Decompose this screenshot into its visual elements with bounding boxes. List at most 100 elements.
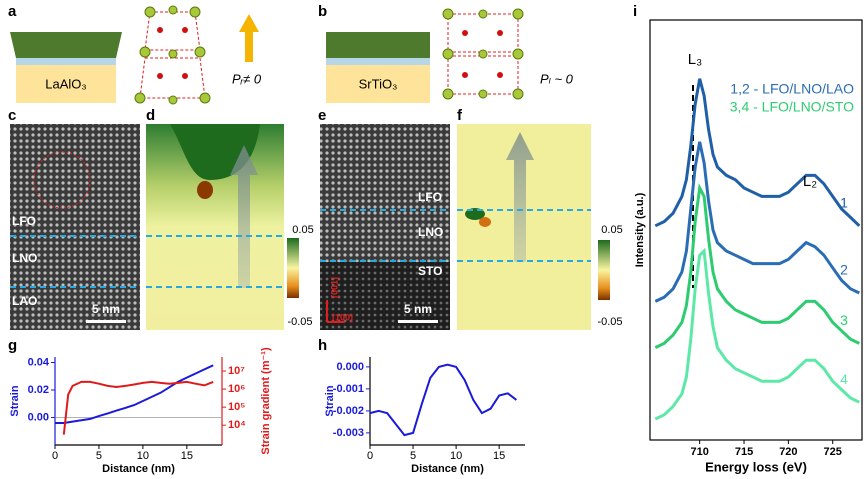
panel-label: f — [457, 107, 463, 124]
interlayer — [326, 58, 430, 65]
y-axis-label: Strain — [324, 385, 336, 416]
substrate — [326, 65, 430, 103]
atoms — [442, 8, 524, 100]
x-tick-label: 10 — [450, 450, 462, 462]
layer-label: STO — [418, 264, 442, 278]
substrate — [16, 65, 116, 103]
data-line — [654, 78, 861, 228]
schematic-a: LaAlO₃ Pᵣ≠ 0 — [10, 5, 262, 105]
x-tick-label: 15 — [493, 450, 505, 462]
x-axis-label: Distance (nm) — [102, 463, 175, 475]
schematic-b: SrTiO₃ Pₗ ~ 0 — [326, 8, 574, 103]
layer-label: LNO — [418, 225, 443, 239]
panel-label: e — [318, 107, 326, 124]
series-label: 2 — [840, 262, 848, 278]
y-tick-label: 0.00 — [28, 411, 49, 423]
substrate-label: LaAlO₃ — [45, 76, 86, 91]
y-tick-label: -0.003 — [333, 427, 364, 439]
stem-image-e: LFO LNO STO 5 nm [001] [100] — [320, 124, 450, 330]
y2-axis-label: Strain gradient (m⁻¹) — [260, 347, 272, 455]
panel-label: i — [633, 3, 637, 20]
polarization-arrow — [239, 14, 259, 62]
y-axis-label: Strain — [9, 385, 21, 416]
x-tick-label: 5 — [96, 450, 102, 462]
x-tick-label: 715 — [735, 446, 753, 458]
direction-label: [100] — [332, 312, 353, 322]
panel-labels: a b c d e f g h i — [8, 3, 637, 354]
data-line — [654, 183, 860, 349]
polarization-label: Pᵣ≠ 0 — [232, 71, 262, 86]
direction-arrows — [326, 300, 345, 323]
y2-tick-label: 10⁷ — [228, 365, 245, 377]
interlayer — [16, 58, 116, 65]
series-label: 1 — [840, 195, 848, 211]
atoms — [134, 5, 211, 105]
film — [326, 32, 430, 58]
y-axis-label: Intensity (a.u.) — [634, 192, 646, 267]
substrate-label: SrTiO₃ — [359, 76, 398, 91]
layer-label: LAO — [12, 294, 37, 308]
strain-map-d: 0.05 -0.05 — [146, 124, 314, 330]
stem-image — [10, 124, 140, 330]
strain-map-f: 0.05 -0.05 — [457, 124, 623, 330]
scale-bar — [398, 320, 438, 323]
x-tick-label: 720 — [779, 446, 797, 458]
y2-tick-label: 10⁴ — [228, 419, 246, 431]
strain-region — [479, 217, 491, 227]
cations — [462, 30, 503, 78]
data-line — [654, 247, 860, 421]
x-axis-label: Distance (nm) — [411, 463, 484, 475]
layer-label: LFO — [12, 214, 36, 228]
gradient-arrow — [506, 132, 534, 262]
panel-label: a — [8, 3, 17, 20]
colorbar — [287, 238, 299, 298]
data-line — [62, 380, 214, 435]
stem-image — [320, 124, 450, 262]
y-tick-label: -0.001 — [333, 383, 364, 395]
y2-tick-label: 10⁵ — [228, 401, 245, 413]
data-line — [654, 141, 860, 303]
data-line — [369, 363, 518, 437]
panel-label: g — [8, 337, 17, 354]
layer-label: LNO — [12, 251, 37, 265]
panel-label: b — [318, 3, 327, 20]
annotation: L₂ — [803, 173, 817, 190]
colorbar-label: 0.05 — [601, 224, 622, 236]
colorbar-label: 0.05 — [292, 224, 313, 236]
panel-label: d — [146, 107, 155, 124]
direction-label: [001] — [329, 277, 339, 298]
y-tick-label: -0.002 — [333, 405, 364, 417]
y2-tick-label: 10⁶ — [228, 383, 245, 395]
x-tick-label: 725 — [824, 446, 842, 458]
plot-frame — [649, 19, 863, 441]
colorbar — [598, 240, 610, 300]
region-marker — [33, 151, 91, 209]
y-tick-label: 0.000 — [336, 361, 364, 373]
annotation: L₃ — [688, 51, 702, 68]
x-tick-label: 10 — [137, 450, 149, 462]
panel-label: h — [318, 337, 327, 354]
stem-image — [320, 262, 450, 330]
panel-label: c — [8, 107, 16, 124]
layer-label: LFO — [418, 190, 442, 204]
scale-bar-label: 5 nm — [404, 302, 432, 316]
colorbar-label: -0.05 — [597, 316, 622, 328]
x-tick-label: 0 — [52, 450, 58, 462]
scale-bar — [86, 320, 126, 323]
x-tick-label: 710 — [690, 446, 708, 458]
series-label: 4 — [840, 371, 848, 387]
x-tick-label: 15 — [181, 450, 193, 462]
x-axis-label: Energy loss (eV) — [705, 459, 807, 474]
colorbar-label: -0.05 — [287, 316, 312, 328]
x-tick-label: 0 — [367, 450, 373, 462]
film — [10, 32, 122, 58]
x-tick-label: 5 — [410, 450, 416, 462]
series-label: 3 — [840, 312, 848, 328]
strain-region — [197, 181, 213, 199]
legend-entry: 1,2 - LFO/LNO/LAO — [730, 81, 854, 97]
y-tick-label: 0.04 — [28, 356, 50, 368]
gradient-arrow — [230, 145, 258, 288]
polarization-label: Pₗ ~ 0 — [540, 71, 574, 86]
scale-bar-label: 5 nm — [92, 302, 120, 316]
